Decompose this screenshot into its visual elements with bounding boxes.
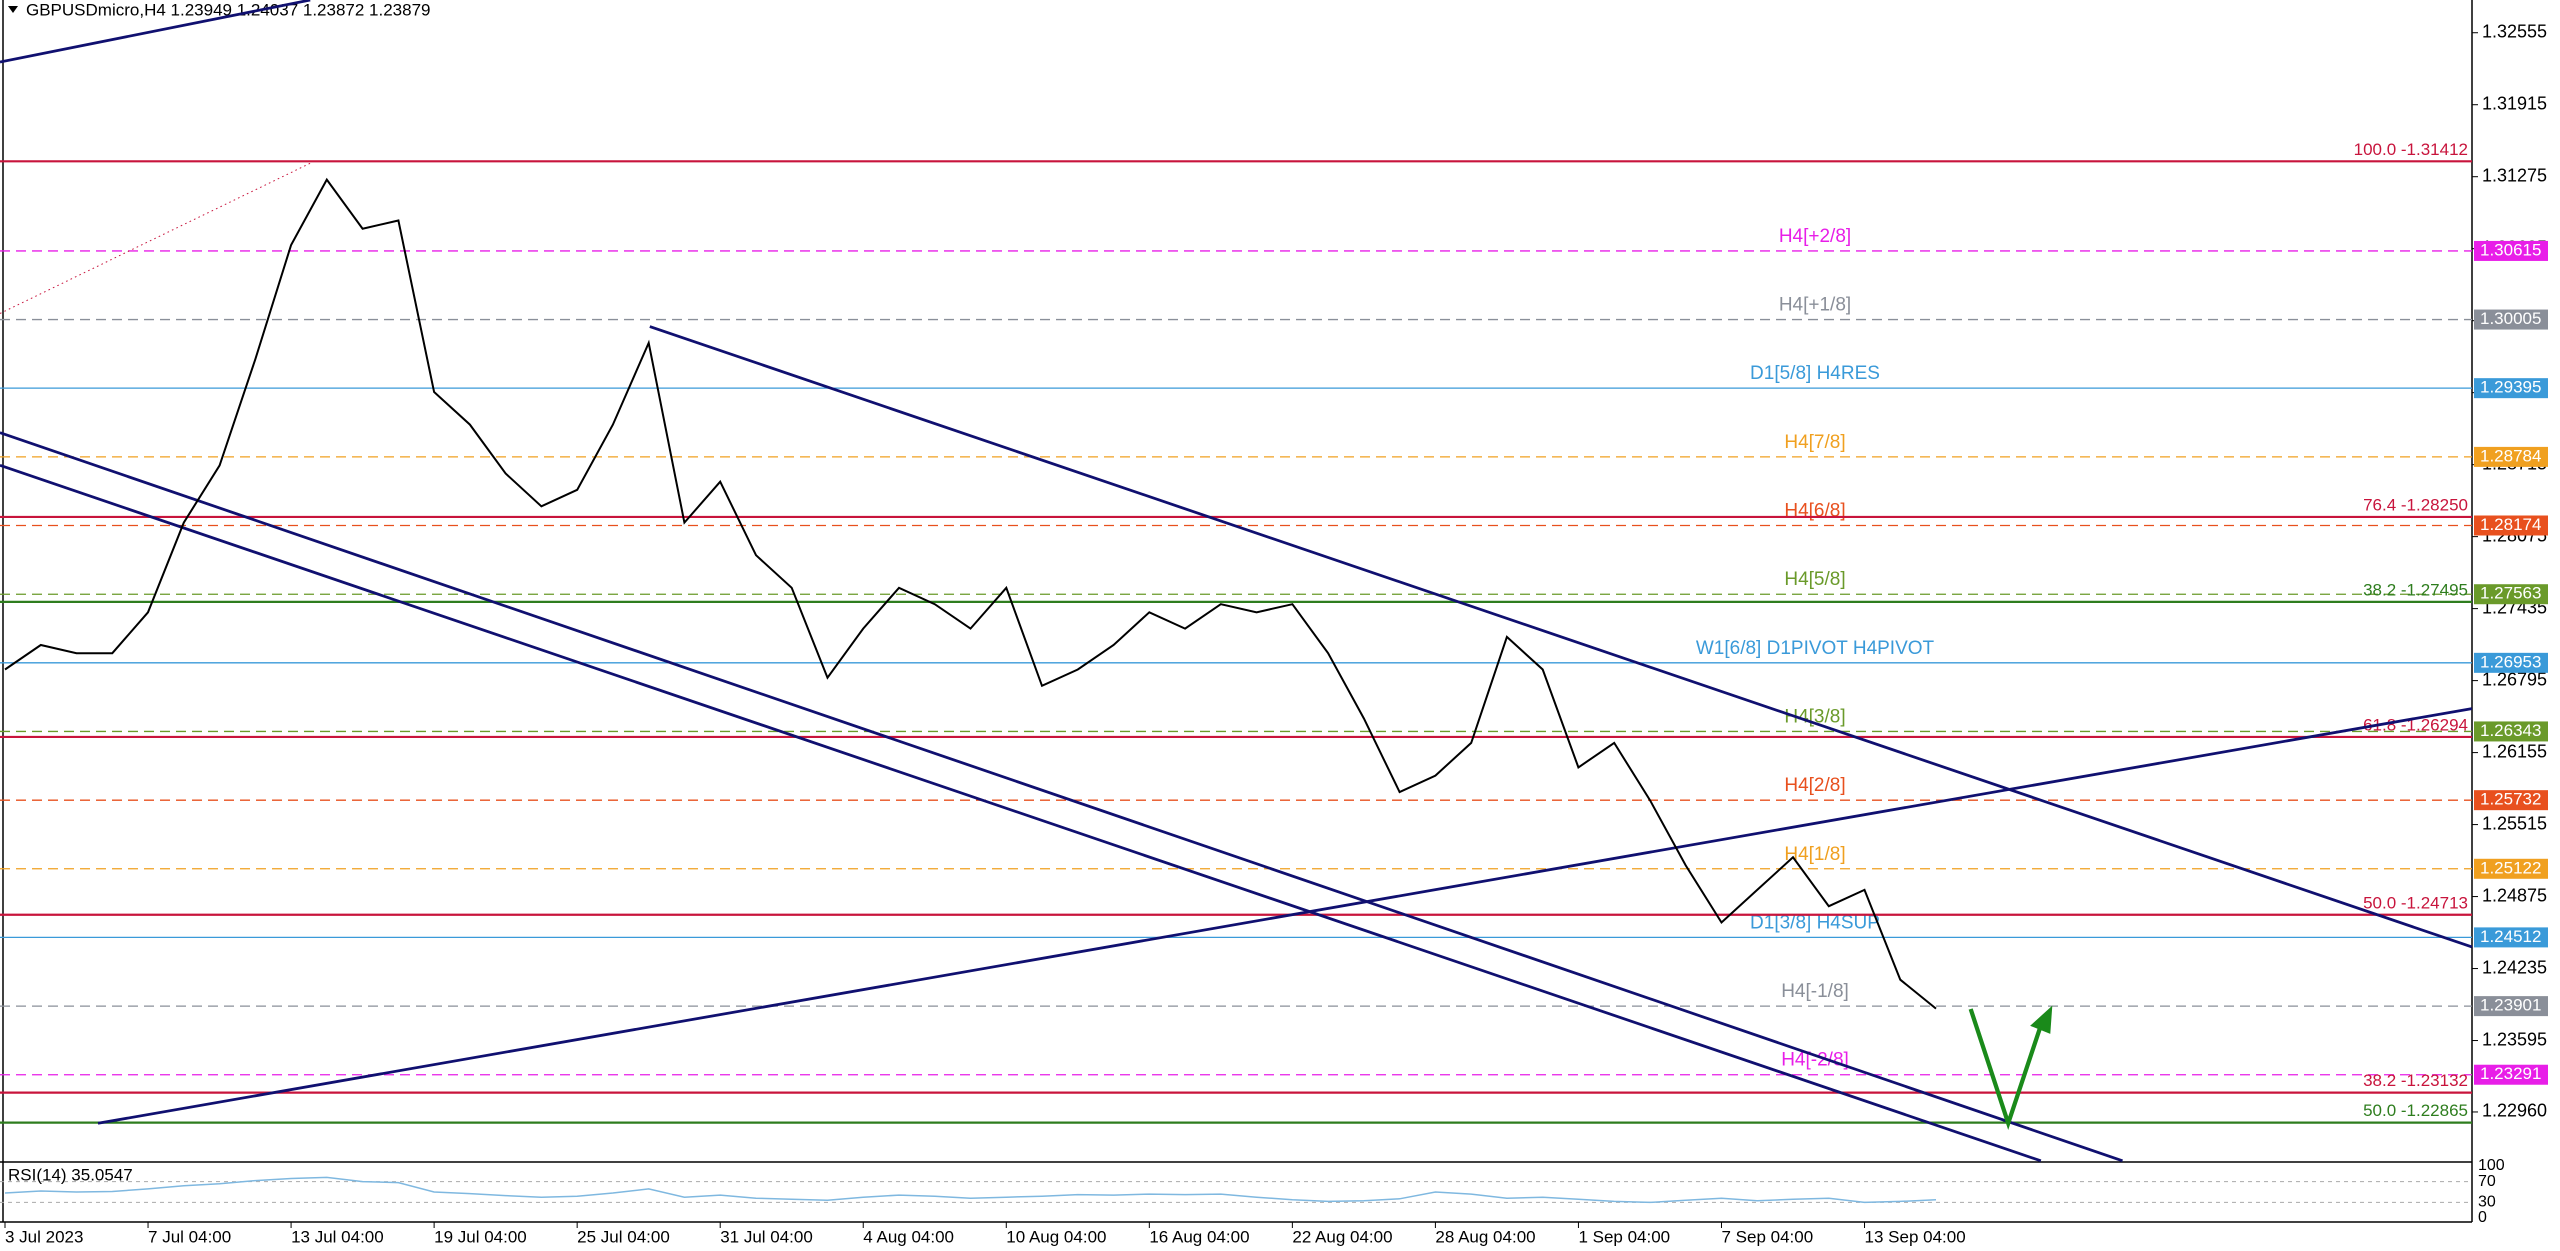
x-tick-label: 13 Sep 04:00 [1865, 1227, 1966, 1246]
price-tag [2474, 927, 2548, 948]
price-tag-label: 1.23901 [2480, 996, 2541, 1015]
x-tick-label: 31 Jul 04:00 [720, 1227, 813, 1246]
x-tick-label: 3 Jul 2023 [5, 1227, 83, 1246]
level-label: H4[7/8] [1784, 432, 1845, 453]
y-tick-label: 1.22960 [2482, 1101, 2547, 1121]
rsi-tick-label: 30 [2478, 1194, 2496, 1211]
price-tag-label: 1.25732 [2480, 790, 2541, 809]
fib-label: 76.4 -1.28250 [2363, 495, 2468, 514]
price-tag [2474, 515, 2548, 536]
x-tick-label: 25 Jul 04:00 [577, 1227, 670, 1246]
y-tick-label: 1.24235 [2482, 957, 2547, 977]
price-tag-label: 1.26343 [2480, 721, 2541, 740]
trendline [0, 0, 311, 64]
price-tag [2474, 858, 2548, 879]
x-tick-label: 10 Aug 04:00 [1006, 1227, 1106, 1246]
price-tag-label: 1.28174 [2480, 515, 2541, 534]
price-tag [2474, 446, 2548, 467]
x-tick-label: 19 Jul 04:00 [434, 1227, 527, 1246]
fib-label: 100.0 -1.31412 [2354, 140, 2468, 159]
trendline [97, 707, 2473, 1125]
level-label: H4[+2/8] [1779, 226, 1851, 247]
trendline [0, 431, 2123, 1163]
price-tag-label: 1.28784 [2480, 446, 2541, 465]
price-tag [2474, 1064, 2548, 1085]
level-label: H4[6/8] [1784, 501, 1845, 522]
price-tag-label: 1.27563 [2480, 584, 2541, 603]
x-tick-label: 16 Aug 04:00 [1149, 1227, 1249, 1246]
y-tick-label: 1.26155 [2482, 741, 2547, 761]
price-tag-label: 1.24512 [2480, 927, 2541, 946]
fib-label: 38.2 -1.23132 [2363, 1071, 2468, 1090]
rsi-tick-label: 70 [2478, 1173, 2496, 1190]
y-tick-label: 1.25515 [2482, 813, 2547, 833]
y-tick-label: 1.23595 [2482, 1029, 2547, 1049]
y-tick-label: 1.24875 [2482, 885, 2547, 905]
rsi-line [4, 1176, 1937, 1204]
price-tag-label: 1.25122 [2480, 858, 2541, 877]
x-tick-label: 7 Sep 04:00 [1721, 1227, 1813, 1246]
trendlines [0, 0, 2473, 1163]
y-tick-label: 1.26795 [2482, 669, 2547, 689]
level-label: H4[5/8] [1784, 569, 1845, 590]
x-tick-label: 28 Aug 04:00 [1435, 1227, 1535, 1246]
fib-label: 50.0 -1.22865 [2363, 1101, 2468, 1120]
level-label: H4[+1/8] [1779, 295, 1851, 316]
price-tag [2474, 721, 2548, 742]
y-tick-label: 1.32555 [2482, 21, 2547, 41]
arrow-head [2030, 1005, 2053, 1034]
level-label: D1[3/8] H4SUP [1750, 912, 1880, 933]
trendline [649, 325, 2473, 949]
rsi-title: RSI(14) 35.0547 [8, 1165, 133, 1184]
price-tag-label: 1.29395 [2480, 378, 2541, 397]
collapse-icon[interactable] [8, 6, 18, 13]
price-tag [2474, 996, 2548, 1017]
y-tick-label: 1.31275 [2482, 165, 2547, 185]
price-tag [2474, 240, 2548, 261]
level-label: H4[2/8] [1784, 775, 1845, 796]
symbol-header: GBPUSDmicro,H4 1.23949 1.24037 1.23872 1… [26, 0, 431, 19]
level-label: W1[6/8] D1PIVOT H4PIVOT [1696, 638, 1935, 659]
price-tag-label: 1.30615 [2480, 240, 2541, 259]
price-tag [2474, 309, 2548, 330]
price-tag [2474, 584, 2548, 605]
price-tag [2474, 652, 2548, 673]
level-label: H4[3/8] [1784, 706, 1845, 727]
price-tag-label: 1.30005 [2480, 309, 2541, 328]
fib-label: 61.8 -1.26294 [2363, 715, 2468, 734]
price-tag-label: 1.26953 [2480, 652, 2541, 671]
x-tick-label: 7 Jul 04:00 [148, 1227, 231, 1246]
price-line [4, 177, 1937, 1010]
x-tick-label: 22 Aug 04:00 [1292, 1227, 1392, 1246]
level-label: H4[1/8] [1784, 844, 1845, 865]
level-label: H4[-2/8] [1781, 1050, 1849, 1071]
x-tick-label: 13 Jul 04:00 [291, 1227, 384, 1246]
rsi-tick-label: 100 [2478, 1157, 2505, 1174]
x-tick-label: 4 Aug 04:00 [863, 1227, 954, 1246]
price-tag-label: 1.23291 [2480, 1064, 2541, 1083]
level-label: D1[5/8] H4RES [1750, 363, 1880, 384]
y-tick-label: 1.31915 [2482, 93, 2547, 113]
x-tick-label: 1 Sep 04:00 [1578, 1227, 1670, 1246]
forecast-arrow [1968, 1008, 2047, 1131]
fib-label: 38.2 -1.27495 [2363, 580, 2468, 599]
fib-trendline [0, 162, 311, 314]
fib-label: 50.0 -1.24713 [2363, 893, 2468, 912]
price-tag [2474, 790, 2548, 811]
price-tag [2474, 378, 2548, 399]
trendline [0, 464, 2042, 1163]
level-label: H4[-1/8] [1781, 981, 1849, 1002]
rsi-tick-label: 0 [2478, 1209, 2487, 1226]
